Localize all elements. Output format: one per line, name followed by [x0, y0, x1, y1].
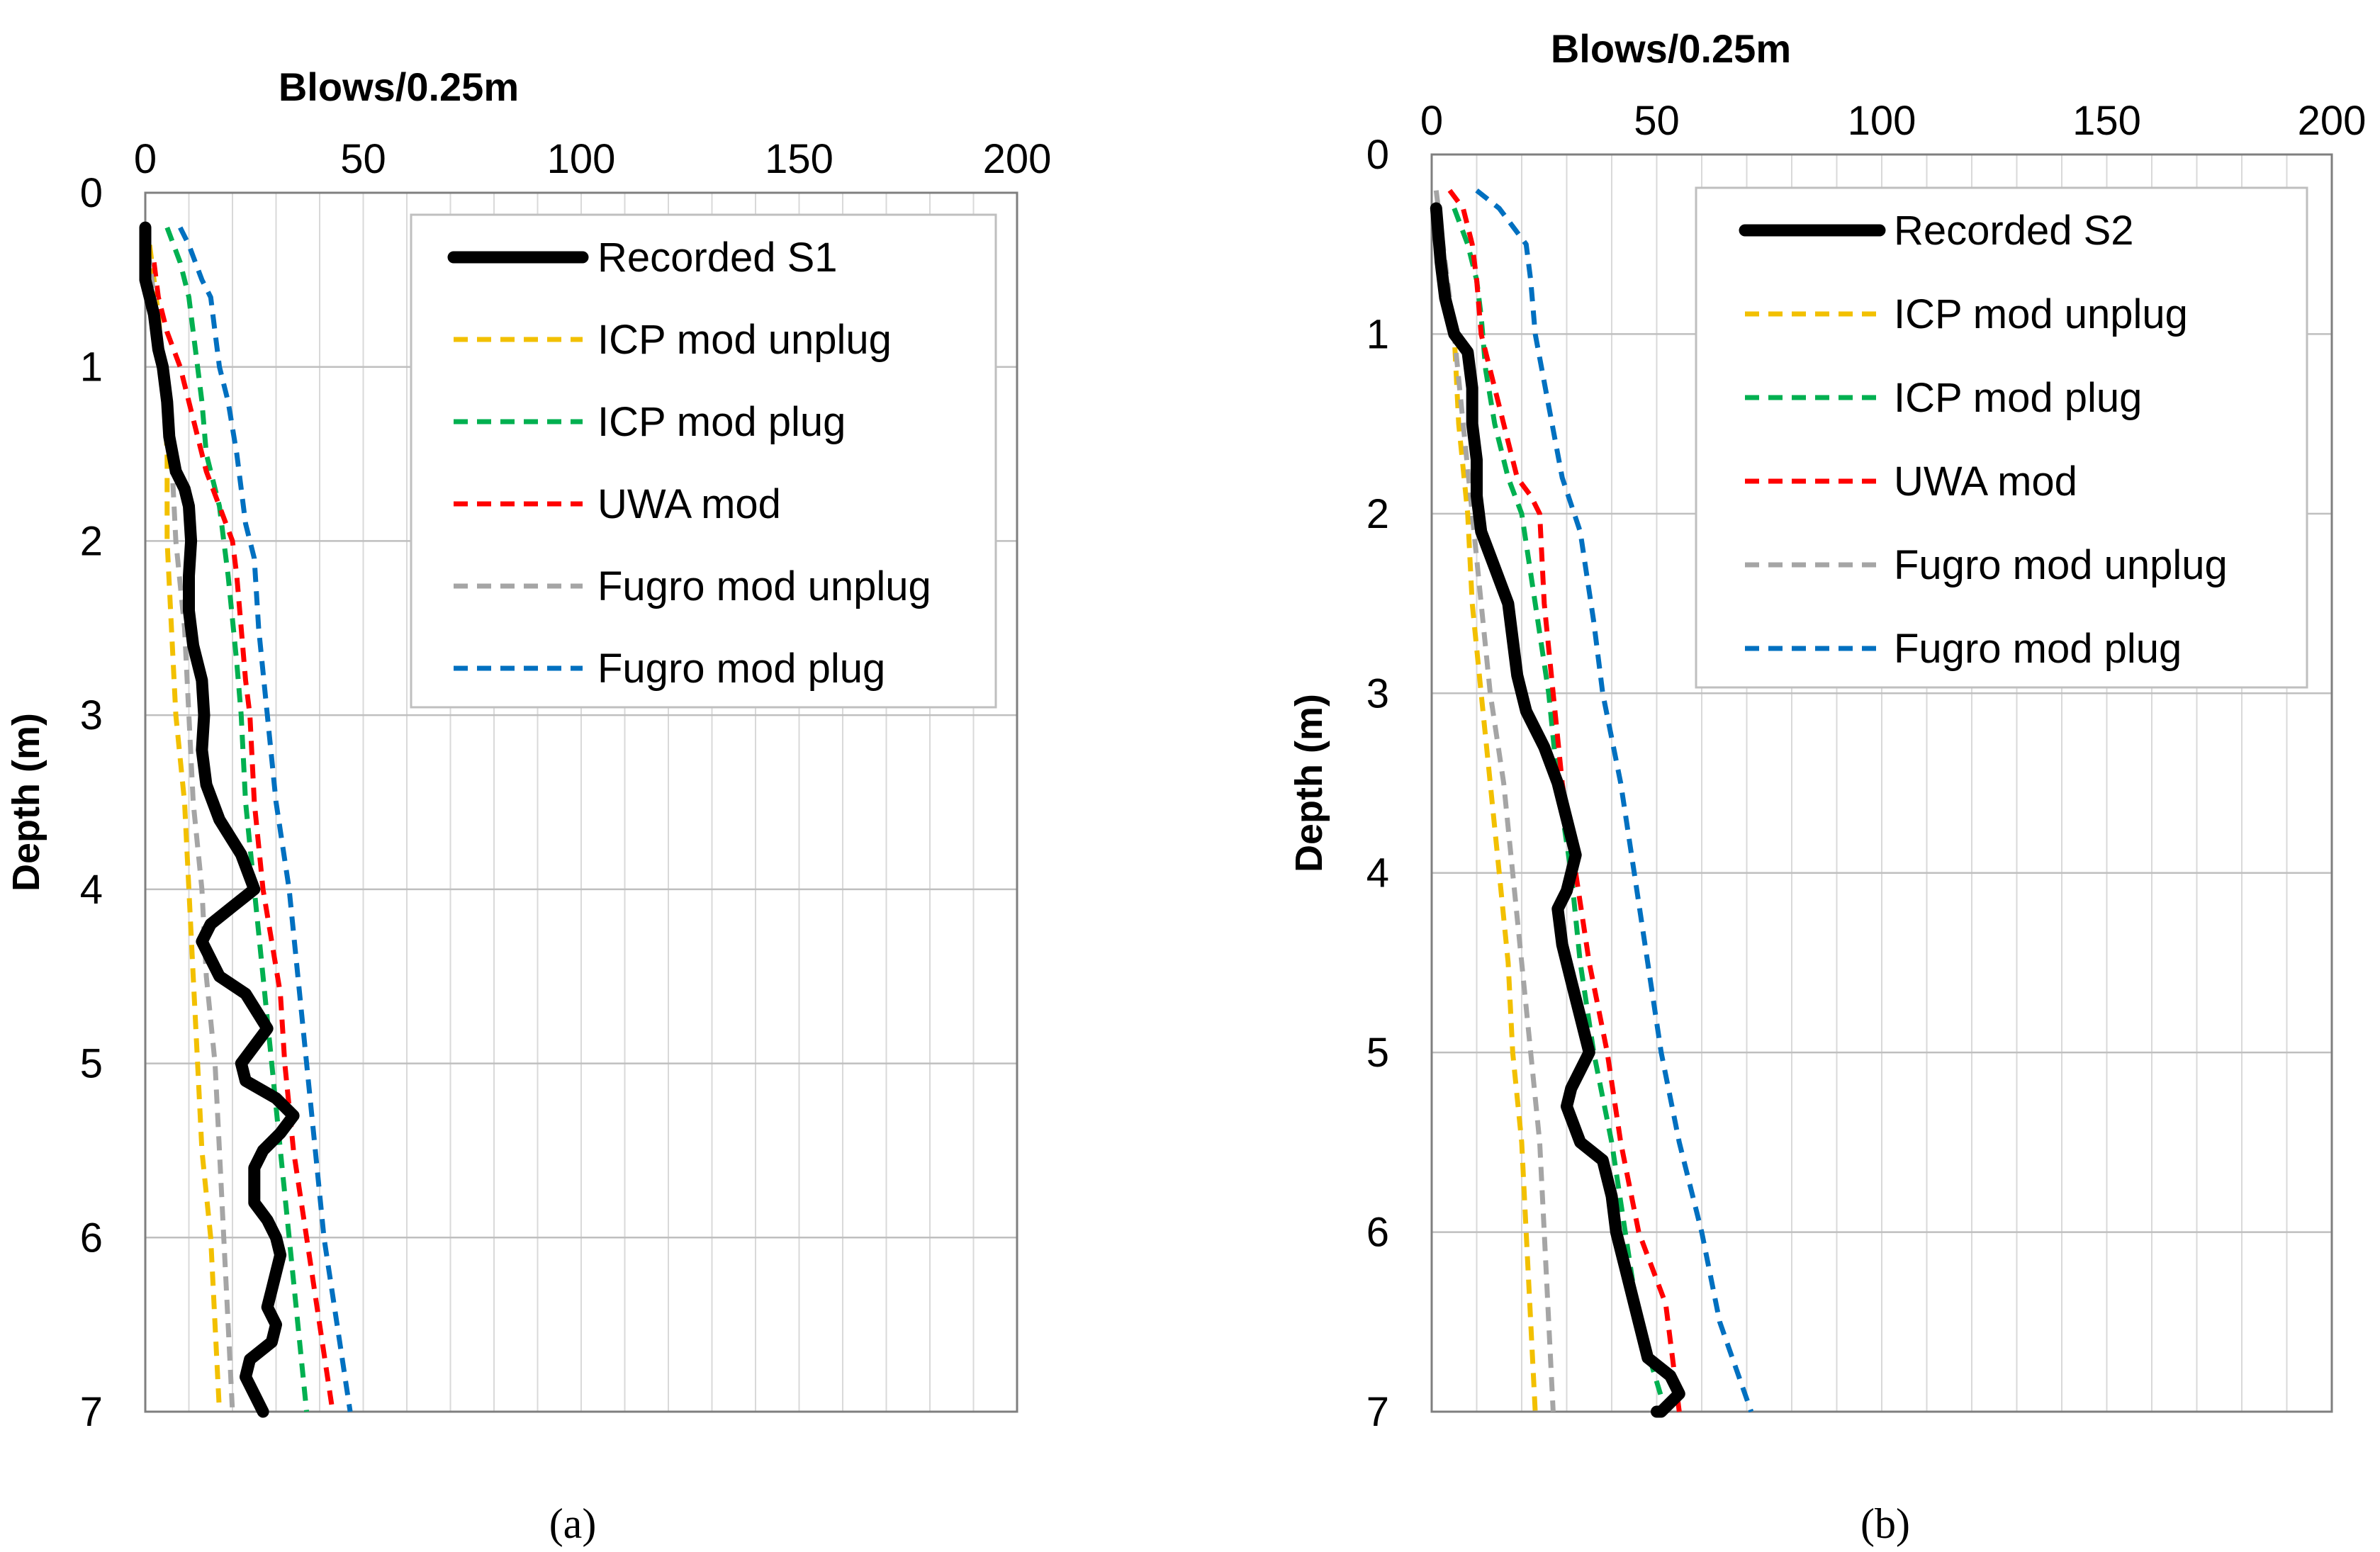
- x-tick-label: 150: [2072, 98, 2141, 144]
- panel-label-b: (b): [1860, 1500, 1910, 1547]
- x-tick-labels: 0 50 100 150 200: [1420, 98, 2367, 144]
- x-tick-label: 0: [134, 136, 157, 182]
- legend: Recorded S1 ICP mod unplug ICP mod plug UWA…: [410, 213, 997, 709]
- x-tick-label: 50: [340, 136, 386, 182]
- legend: Recorded S2 ICP mod unplug ICP mod plug UWA…: [1695, 186, 2308, 689]
- y-tick-label: 1: [1366, 311, 1389, 357]
- x-tick-label: 150: [765, 136, 833, 182]
- x-tick-label: 200: [983, 136, 1052, 182]
- series-line-recorded-s2: [1430, 202, 1685, 1418]
- legend-box: [410, 213, 997, 709]
- series-line-fugro-mod-plug: [178, 226, 353, 1412]
- legend-label: Fugro mod unplug: [597, 563, 931, 609]
- legend-label: Fugro mod plug: [1894, 626, 2182, 672]
- y-tick-label: 0: [80, 170, 103, 216]
- y-tick-label: 4: [1366, 850, 1389, 896]
- series-line-uwa-mod: [151, 262, 335, 1412]
- x-tick-label: 50: [1634, 98, 1680, 144]
- panel-label-a: (a): [549, 1500, 597, 1547]
- x-axis-title: Blows/0.25m: [279, 64, 519, 109]
- x-tick-label: 100: [1848, 98, 1916, 144]
- y-tick-label: 3: [1366, 670, 1389, 716]
- y-tick-label: 7: [1366, 1389, 1389, 1435]
- legend-box: [1695, 186, 2308, 689]
- plot-frame: [1430, 153, 2333, 1413]
- chart-panel-b: 0 50 100 150 200 0 1 2 3 4 5 6 7 Blows/0.25m Depth …: [1288, 26, 2366, 1547]
- legend-label: UWA mod: [597, 481, 781, 527]
- series-line-icp-mod-unplug: [1433, 208, 1538, 1412]
- legend-label: Recorded S1: [597, 235, 838, 281]
- legend-label: ICP mod unplug: [1894, 291, 2188, 337]
- chart-panel-a: 0 50 100 150 200 0 1 2 3 4 5 6 7 Blows/0.25m Depth …: [5, 64, 1051, 1547]
- y-tick-label: 1: [80, 344, 103, 390]
- y-tick-labels: 0 1 2 3 4 5 6 7: [1366, 132, 1389, 1435]
- x-axis-title: Blows/0.25m: [1551, 26, 1791, 71]
- legend-label: ICP mod plug: [1894, 375, 2142, 421]
- y-tick-label: 4: [80, 867, 103, 913]
- x-tick-label: 0: [1420, 98, 1443, 144]
- legend-label: Fugro mod plug: [597, 646, 885, 692]
- y-tick-label: 2: [80, 518, 103, 564]
- y-tick-label: 3: [80, 692, 103, 738]
- plot-frame: [144, 191, 1018, 1413]
- series-line-recorded-s1: [139, 221, 300, 1418]
- y-tick-label: 6: [80, 1215, 103, 1261]
- legend-label: Recorded S2: [1894, 208, 2134, 254]
- y-tick-label: 0: [1366, 132, 1389, 178]
- series-line-fugro-mod-unplug: [1433, 190, 1556, 1412]
- y-axis-title: Depth (m): [1288, 694, 1330, 872]
- y-axis-title: Depth (m): [5, 713, 47, 892]
- legend-label: ICP mod unplug: [597, 317, 892, 363]
- x-tick-label: 100: [547, 136, 616, 182]
- y-tick-label: 5: [1366, 1030, 1389, 1076]
- series-line-uwa-mod: [1447, 189, 1682, 1412]
- y-tick-labels: 0 1 2 3 4 5 6 7: [80, 170, 103, 1435]
- series-line-fugro-mod-plug: [1475, 188, 1754, 1413]
- x-tick-labels: 0 50 100 150 200: [134, 136, 1052, 182]
- series-layer: [1430, 188, 1754, 1418]
- series-layer: [139, 221, 353, 1418]
- y-tick-label: 5: [80, 1041, 103, 1087]
- y-tick-label: 7: [80, 1389, 103, 1435]
- legend-label: Fugro mod unplug: [1894, 542, 2228, 588]
- y-tick-label: 6: [1366, 1210, 1389, 1256]
- x-tick-label: 200: [2298, 98, 2367, 144]
- legend-label: ICP mod plug: [597, 399, 846, 445]
- y-tick-label: 2: [1366, 491, 1389, 537]
- legend-label: UWA mod: [1894, 459, 2077, 505]
